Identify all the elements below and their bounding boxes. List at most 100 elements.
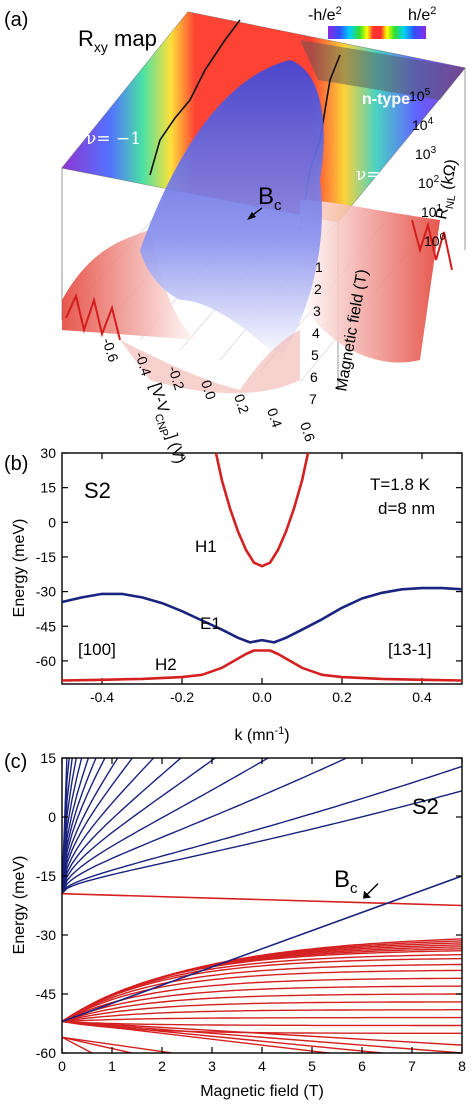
landau-level-electron [62, 758, 90, 894]
landau-level-hole [62, 950, 462, 1023]
z-axis-label: RNL (kΩ) [433, 158, 464, 221]
panel-b-temperature: T=1.8 K [370, 475, 431, 494]
panel-b: (b) -0.4 -0.2 0.0 0.2 0.4 30 15 0 -15 -30 -45 -60 S… [4, 445, 463, 744]
n-type-label: n-type [362, 91, 410, 108]
colorbar [328, 26, 426, 39]
panel-c-ytick-label: -30 [36, 927, 56, 943]
landau-level-electron [62, 758, 119, 894]
panel-b-sample-label: S2 [84, 478, 111, 503]
panel-b-label: (b) [4, 453, 28, 475]
landau-level-hole [62, 977, 462, 1023]
panel-a-bc-arrowhead [247, 212, 256, 220]
z-tick-label: 100 [424, 232, 446, 249]
panel-c-ytick-label: -45 [36, 986, 56, 1002]
rxy-map-title: Rxy map [78, 26, 157, 55]
panel-c-xtick-label: 5 [308, 1058, 316, 1074]
colorbar-left-label: -h/e2 [308, 5, 342, 24]
landau-level-electron [62, 758, 106, 894]
panel-b-thickness: d=8 nm [378, 499, 435, 518]
surface-noise-left [65, 292, 121, 341]
panel-b-xtick-label: 0.4 [412, 689, 432, 705]
panel-c-ytick-label: -15 [36, 868, 56, 884]
rxy-contour-left [149, 19, 241, 176]
panel-c-xtick-label: 8 [458, 1058, 466, 1074]
panel-c-bc-arrowhead [363, 890, 371, 899]
field-tick-label: 4 [312, 325, 320, 341]
surface-noise-right [411, 219, 453, 271]
landau-level-electron [62, 758, 217, 894]
landau-level-electron [62, 758, 68, 894]
surface-blue-dome [140, 60, 324, 360]
landau-level-hole-steep [62, 1036, 173, 1053]
panel-c-xtick-label: 4 [258, 1058, 266, 1074]
panel-c-label: (c) [4, 751, 27, 773]
field-tick-label: 1 [315, 259, 323, 275]
landau-level-hole-lower [62, 1020, 462, 1053]
h2-label: H2 [155, 655, 177, 674]
voltage-tick-label: -0.4 [132, 350, 155, 378]
panel-c-frame [61, 757, 463, 1054]
h1-label: H1 [195, 537, 217, 556]
field-axis-ticks: 1 2 3 4 5 6 7 [309, 259, 323, 407]
panel-c-ylabel: Energy (meV) [11, 856, 28, 955]
landau-level-hole [62, 1016, 462, 1023]
direction-13-1: [13-1] [388, 640, 431, 659]
landau-level-electron [62, 765, 462, 895]
landau-level-hole [62, 963, 462, 1023]
voltage-tick-label: 0.0 [198, 378, 219, 402]
band-e1 [61, 586, 463, 644]
panel-c-xtick-label: 2 [158, 1058, 166, 1074]
landau-level-hole-lower [62, 1020, 462, 1046]
panel-c-xtick-label: 7 [408, 1058, 416, 1074]
panel-b-ytick-label: -45 [36, 618, 56, 634]
voltage-tick-label: 0.2 [231, 392, 252, 416]
landau-level-hole [62, 969, 462, 1023]
panel-b-xtick-label: 0.0 [252, 689, 272, 705]
panel-c-xtick-label: 0 [58, 1058, 66, 1074]
landau-level-electron [62, 758, 182, 894]
landau-level-hole-lower [62, 1020, 390, 1053]
panel-b-series [61, 452, 463, 682]
landau-level-electron [62, 758, 134, 894]
landau-level-hole [62, 1020, 462, 1027]
panel-b-xtick-label: 0.2 [332, 689, 352, 705]
panel-b-xlabel: k (mn-1) [234, 725, 289, 744]
panel-b-ylabel: Energy (meV) [11, 519, 28, 618]
landau-level-hole [62, 957, 462, 1023]
panel-c-sample-label: S2 [412, 794, 439, 819]
landau-level-hole [62, 1001, 462, 1023]
landau-level-hole-lower [62, 1020, 335, 1053]
landau-level-hole-steep [62, 1036, 93, 1053]
z-tick-label: 103 [415, 145, 437, 162]
field-tick-label: 2 [314, 281, 322, 297]
panel-b-ytick-label: -30 [36, 584, 56, 600]
panel-a: (a) -h/e2 h/e2 Rxy map [4, 5, 466, 466]
panel-b-ytick-label: 0 [48, 514, 56, 530]
panel-c-xtick-label: 6 [358, 1058, 366, 1074]
band-h1 [214, 452, 310, 568]
panel-c-ytick-label: -60 [36, 1045, 56, 1061]
landau-level-electron [62, 758, 155, 894]
panel-b-ytick-label: -15 [36, 549, 56, 565]
surface-front [120, 330, 300, 394]
field-tick-label: 3 [313, 303, 321, 319]
voltage-axis-ticks: -0.6 -0.4 -0.2 0.0 0.2 0.4 0.6 [99, 336, 318, 444]
colorbar-right-label: h/e2 [408, 5, 436, 24]
landau-level-hole-steep [62, 1036, 133, 1053]
panel-a-label: (a) [4, 9, 28, 31]
z-axis-ticks: 100 101 102 103 104 105 [409, 87, 446, 249]
z-tick-label: 101 [421, 203, 443, 220]
landau-level-hole [62, 954, 462, 1023]
landau-level-electron [62, 790, 462, 895]
voltage-tick-label: -0.6 [99, 336, 122, 364]
landau-level-hole [62, 993, 462, 1023]
z-tick-label: 105 [409, 87, 431, 104]
panel-b-ytick-label: -60 [36, 653, 56, 669]
panel-a-bc-label: Bc [258, 183, 282, 214]
rxy-map-dark-edge [300, 40, 465, 100]
panel-c-ytick-label: 0 [48, 809, 56, 825]
panel-b-ticks: -0.4 -0.2 0.0 0.2 0.4 30 15 0 -15 -30 -45 -60 [36, 445, 462, 705]
field-tick-label: 5 [311, 347, 319, 363]
landau-level-electron [62, 758, 97, 894]
